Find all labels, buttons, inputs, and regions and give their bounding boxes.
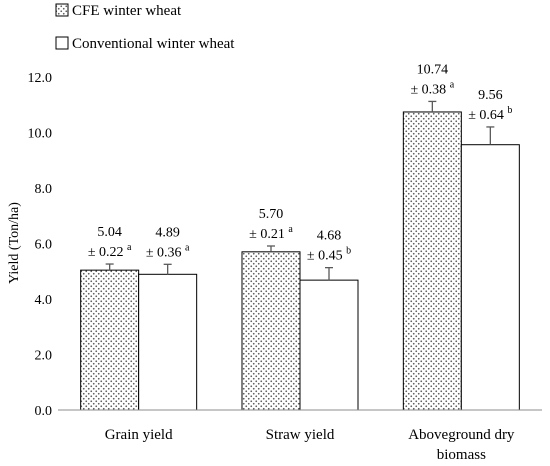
data-label-value: 9.56 — [478, 88, 503, 103]
data-label-value: 4.89 — [155, 225, 180, 240]
category-label: Aboveground dry biomass — [408, 427, 515, 463]
data-label-error: ± 0.22 a — [88, 242, 132, 260]
y-tick-label: 12.0 — [28, 71, 53, 86]
data-label-value: 5.70 — [259, 207, 284, 222]
y-axis-title: Yield (Ton/ha) — [7, 202, 22, 284]
bar-conventional — [138, 273, 198, 411]
legend-swatch-cfe — [55, 3, 69, 17]
bar-cfe — [80, 269, 140, 411]
data-label-value: 10.74 — [417, 62, 449, 77]
y-tick-label: 4.0 — [35, 293, 53, 308]
category-label: Straw yield — [266, 427, 335, 443]
category-label: Grain yield — [105, 427, 173, 443]
y-tick-label: 6.0 — [35, 238, 53, 253]
y-axis-ticks: 0.0 2.0 4.0 6.0 8.0 10.0 12.0 — [28, 71, 53, 419]
error-bars — [105, 100, 495, 281]
legend-swatch-conventional — [55, 36, 69, 50]
data-label-error: ± 0.21 a — [249, 224, 293, 242]
data-labels: 5.04 ± 0.22 a 4.89 ± 0.36 a 5.70 ± 0.21 a 4.68… — [88, 62, 513, 263]
y-tick-label: 2.0 — [35, 349, 53, 364]
data-label-error: ± 0.36 a — [146, 242, 190, 260]
y-tick-label: 10.0 — [28, 127, 53, 142]
x-axis-categories: Grain yield Straw yield Aboveground dry bio… — [105, 427, 515, 463]
legend-label-conventional: Conventional winter wheat — [72, 36, 235, 52]
bar-conventional — [299, 279, 359, 411]
data-label-error: ± 0.38 a — [411, 79, 455, 97]
data-label-value: 4.68 — [317, 229, 342, 244]
y-tick-label: 8.0 — [35, 182, 53, 197]
bar-conventional — [460, 144, 520, 411]
data-label-error: ± 0.45 b — [307, 246, 351, 264]
bar-cfe — [402, 111, 462, 411]
y-tick-label: 0.0 — [35, 404, 53, 419]
data-label-error: ± 0.64 b — [468, 105, 512, 123]
bars — [80, 111, 520, 411]
data-label-value: 5.04 — [97, 225, 122, 240]
bar-cfe — [241, 251, 301, 411]
legend-label-cfe: CFE winter wheat — [72, 3, 182, 19]
legend: CFE winter wheat Conventional winter whe… — [55, 3, 235, 52]
